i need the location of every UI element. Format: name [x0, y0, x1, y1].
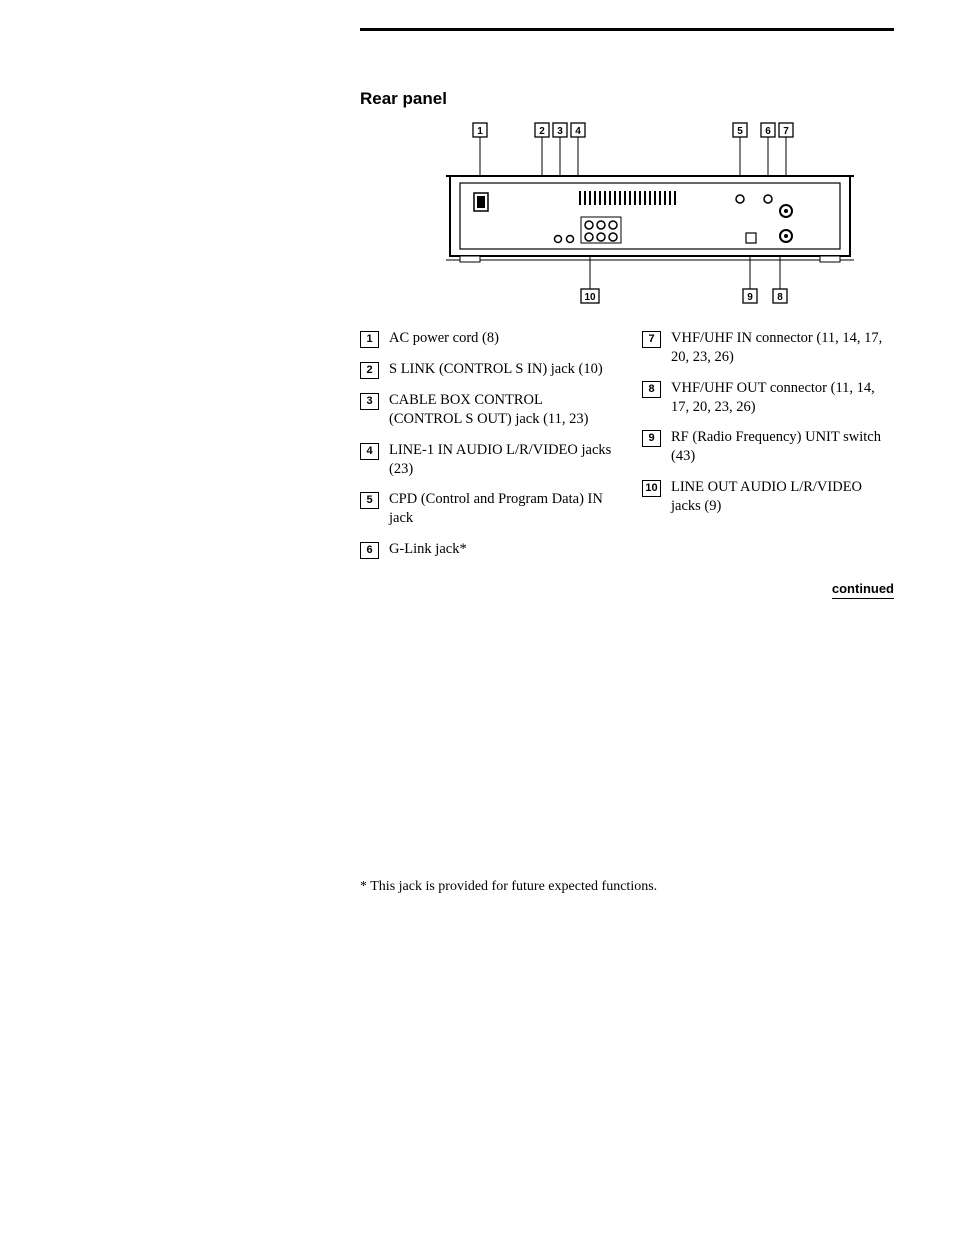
svg-text:3: 3 — [557, 126, 563, 137]
legend-item-text: LINE OUT AUDIO L/R/VIDEO jacks (9) — [671, 478, 894, 516]
legend-number-box: 3 — [360, 393, 379, 410]
svg-text:9: 9 — [747, 292, 753, 303]
legend-item: 9 RF (Radio Frequency) UNIT switch (43) — [642, 428, 894, 466]
legend-number-box: 10 — [642, 480, 661, 497]
footnote: * This jack is provided for future expec… — [360, 879, 894, 895]
legend-item-text: G-Link jack* — [389, 540, 612, 559]
svg-text:6: 6 — [765, 126, 771, 137]
svg-text:8: 8 — [777, 292, 783, 303]
legend-number-box: 6 — [360, 542, 379, 559]
legend-item-text: AC power cord (8) — [389, 329, 612, 348]
legend-item: 1 AC power cord (8) — [360, 329, 612, 348]
legend-item: 5 CPD (Control and Program Data) IN jack — [360, 490, 612, 528]
legend-item: 3 CABLE BOX CONTROL (CONTROL S OUT) jack … — [360, 391, 612, 429]
rear-panel-diagram: 1 2 3 4 5 6 7 10 9 8 — [440, 121, 894, 311]
legend-number-box: 9 — [642, 430, 661, 447]
svg-text:1: 1 — [477, 126, 483, 137]
legend-right-column: 7 VHF/UHF IN connector (11, 14, 17, 20, 2… — [642, 329, 894, 571]
legend-item-text: CABLE BOX CONTROL (CONTROL S OUT) jack (… — [389, 391, 612, 429]
legend-number-box: 5 — [360, 492, 379, 509]
legend-item: 7 VHF/UHF IN connector (11, 14, 17, 20, 2… — [642, 329, 894, 367]
manual-page: Rear panel 1 2 3 4 5 6 7 10 9 8 1 AC power cord (8… — [0, 0, 954, 935]
legend-item-text: S LINK (CONTROL S IN) jack (10) — [389, 360, 612, 379]
legend-item: 8 VHF/UHF OUT connector (11, 14, 17, 20, … — [642, 379, 894, 417]
top-rule — [360, 28, 894, 31]
svg-text:7: 7 — [783, 126, 789, 137]
legend-item-text: RF (Radio Frequency) UNIT switch (43) — [671, 428, 894, 466]
legend-item-text: CPD (Control and Program Data) IN jack — [389, 490, 612, 528]
svg-text:10: 10 — [584, 292, 596, 303]
legend-item-text: LINE-1 IN AUDIO L/R/VIDEO jacks (23) — [389, 441, 612, 479]
svg-text:4: 4 — [575, 126, 581, 137]
section-title: Rear panel — [360, 89, 894, 109]
legend-number-box: 4 — [360, 443, 379, 460]
legend-columns: 1 AC power cord (8) 2 S LINK (CONTROL S IN)… — [360, 329, 894, 571]
legend-number-box: 1 — [360, 331, 379, 348]
legend-number-box: 2 — [360, 362, 379, 379]
legend-item: 6 G-Link jack* — [360, 540, 612, 559]
legend-left-column: 1 AC power cord (8) 2 S LINK (CONTROL S IN)… — [360, 329, 612, 571]
svg-text:2: 2 — [539, 126, 545, 137]
legend-number-box: 8 — [642, 381, 661, 398]
legend-number-box: 7 — [642, 331, 661, 348]
legend-item: 4 LINE-1 IN AUDIO L/R/VIDEO jacks (23) — [360, 441, 612, 479]
legend-item-text: VHF/UHF IN connector (11, 14, 17, 20, 23… — [671, 329, 894, 367]
svg-text:5: 5 — [737, 126, 743, 137]
legend-item-text: VHF/UHF OUT connector (11, 14, 17, 20, 2… — [671, 379, 894, 417]
legend-item: 10 LINE OUT AUDIO L/R/VIDEO jacks (9) — [642, 478, 894, 516]
legend-item: 2 S LINK (CONTROL S IN) jack (10) — [360, 360, 612, 379]
continued-label: continued — [832, 581, 894, 599]
